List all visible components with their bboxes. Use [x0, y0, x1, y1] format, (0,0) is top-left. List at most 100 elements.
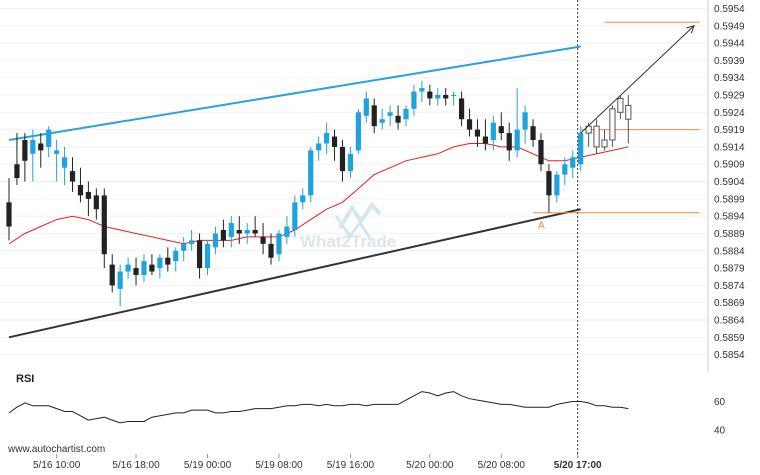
candle — [538, 133, 544, 172]
candle — [546, 164, 552, 213]
candle — [411, 84, 417, 116]
y-tick-label: 0.5889 — [714, 229, 745, 240]
candle-body — [443, 95, 449, 99]
candle-body — [506, 133, 512, 151]
rsi-tick-label: 40 — [714, 426, 726, 437]
candle-body — [379, 119, 385, 123]
candle-body — [387, 112, 393, 116]
candle-body — [403, 108, 409, 120]
candle — [30, 129, 36, 182]
candle-body — [451, 95, 457, 96]
candle-body — [355, 112, 361, 151]
candle — [308, 146, 314, 203]
y-tick-label: 0.5954 — [714, 4, 745, 15]
candle — [324, 122, 330, 154]
candle-body — [546, 171, 552, 196]
candle-body — [490, 122, 496, 140]
candle-body — [85, 191, 91, 199]
candle — [355, 108, 361, 154]
candle-body — [38, 143, 44, 151]
candle — [585, 122, 592, 147]
candle-body — [204, 243, 211, 269]
candle-body — [371, 105, 377, 127]
grid-lines — [0, 7, 708, 356]
x-tick-label: 5/19 16:00 — [327, 460, 375, 471]
channel-lines — [8, 45, 581, 339]
candle — [363, 91, 369, 123]
candle — [260, 223, 266, 255]
candle — [149, 254, 155, 275]
candle — [117, 264, 123, 307]
candle-body — [268, 243, 274, 258]
watermark: What2Trade — [300, 201, 396, 251]
candle-body — [22, 140, 28, 161]
candle-body — [498, 126, 504, 134]
candle — [498, 112, 504, 140]
candle — [387, 105, 393, 127]
candle — [347, 146, 354, 179]
candle-body — [570, 157, 576, 168]
y-tick-label: 0.5949 — [714, 21, 745, 32]
candle-body — [117, 271, 123, 289]
candle — [204, 240, 211, 275]
candle — [77, 167, 84, 203]
candle — [284, 216, 290, 244]
candle-body — [165, 257, 171, 265]
candle-body — [212, 233, 219, 248]
candle-body — [54, 150, 60, 154]
rsi-label: RSI — [16, 373, 34, 385]
candle — [458, 91, 465, 127]
candle — [173, 247, 179, 272]
candle — [593, 119, 600, 154]
candle-body — [125, 264, 131, 272]
x-axis-ticks: 5/16 10:00 5/16 18:00 5/19 00:00 5/19 08:00… — [33, 454, 602, 471]
candles — [6, 81, 632, 307]
candle — [236, 216, 242, 244]
candle — [189, 230, 195, 251]
candle — [403, 105, 409, 127]
candle — [220, 219, 226, 248]
y-axis-ticks: 0.5954 0.5949 0.5944 0.5939 0.5934 0.5929 0.59… — [714, 4, 745, 361]
candle-body — [474, 129, 481, 137]
candle — [69, 157, 76, 192]
candle-body — [109, 264, 115, 286]
watermark-logo-icon — [334, 201, 382, 239]
candle — [435, 88, 441, 106]
candle — [141, 254, 147, 282]
rsi-axis-ticks: 60 40 — [714, 397, 726, 437]
candle — [22, 133, 28, 182]
candle-body — [331, 136, 338, 147]
candle — [316, 136, 322, 161]
candle-body — [530, 126, 536, 140]
y-tick-label: 0.5879 — [714, 264, 745, 275]
candle-body — [276, 233, 282, 255]
y-tick-label: 0.5929 — [714, 91, 745, 102]
y-tick-label: 0.5939 — [714, 56, 745, 67]
candle-body — [228, 223, 234, 237]
y-tick-label: 0.5874 — [714, 281, 745, 292]
candle — [196, 233, 203, 279]
candle-body — [133, 268, 139, 275]
candle-body — [196, 240, 203, 269]
candle-body — [625, 104, 632, 120]
arrowhead-icon — [686, 25, 695, 34]
candle-body — [30, 140, 36, 154]
candle — [268, 233, 274, 265]
candle-body — [220, 230, 226, 241]
candle-body — [236, 230, 242, 234]
x-tick-label: 5/16 10:00 — [33, 460, 81, 471]
candle — [252, 216, 258, 237]
candle-body — [141, 261, 147, 275]
candle — [93, 188, 99, 220]
candle-body — [252, 230, 258, 234]
y-tick-label: 0.5909 — [714, 160, 745, 171]
candle — [443, 88, 449, 106]
candle — [101, 188, 107, 269]
candle — [554, 171, 560, 203]
candle — [578, 126, 584, 172]
candle — [38, 133, 44, 168]
candle — [514, 88, 520, 158]
point-label: A — [538, 221, 545, 232]
candle-body — [157, 257, 163, 269]
candle-body — [324, 133, 330, 144]
